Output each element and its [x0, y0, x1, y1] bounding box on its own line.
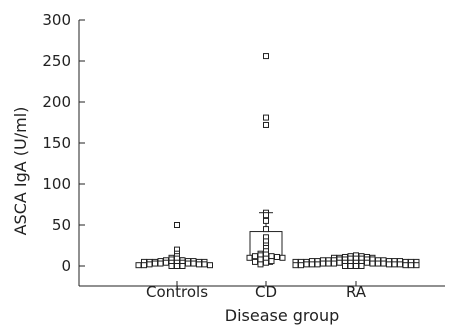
data-point: [342, 263, 348, 269]
data-point: [292, 262, 299, 269]
data-point: [263, 212, 269, 219]
x-tick-label: CD: [255, 283, 277, 301]
data-point: [207, 262, 213, 269]
data-point: [303, 261, 310, 268]
data-point: [314, 261, 321, 268]
data-point: [152, 260, 158, 267]
data-point: [386, 261, 392, 268]
data-point: [190, 260, 197, 267]
data-point: [309, 261, 315, 268]
x-axis-title: Disease group: [225, 306, 339, 325]
data-point: [257, 261, 264, 268]
data-point: [252, 253, 258, 260]
y-tick-label: 0: [61, 257, 71, 275]
data-point: [298, 262, 304, 269]
y-tick-label: 150: [42, 134, 71, 152]
data-point: [179, 263, 186, 269]
data-point: [268, 258, 275, 265]
data-point: [391, 261, 398, 268]
data-point: [325, 260, 332, 267]
data-point: [201, 261, 208, 268]
data-point: [413, 262, 420, 269]
data-point: [375, 260, 381, 267]
y-ticks: 0 50 100 150 200 250 300: [42, 11, 85, 275]
data-point: [263, 226, 269, 233]
data-point: [168, 263, 175, 269]
data-point: [146, 261, 153, 268]
data-point: [369, 260, 376, 267]
y-tick-label: 250: [42, 52, 71, 70]
data-point: [336, 259, 343, 266]
data-point: [263, 259, 269, 266]
data-point: [268, 253, 275, 260]
y-tick-label: 50: [52, 216, 71, 234]
data-point: [279, 254, 286, 261]
data-point: [135, 262, 142, 269]
data-point: [174, 263, 180, 269]
data-point: [397, 261, 403, 268]
data-point: [185, 260, 191, 267]
y-axis-title: ASCA IgA (U/ml): [11, 107, 30, 236]
data-point: [408, 262, 414, 269]
data-point: [246, 254, 253, 261]
axes: [78, 20, 445, 287]
data-point: [402, 262, 409, 269]
data-point: [353, 263, 359, 269]
data-point: [274, 253, 280, 260]
x-tick-label: RA: [346, 283, 367, 301]
data-point: [141, 262, 147, 269]
data-point: [358, 263, 365, 269]
points: [135, 53, 420, 269]
data-point: [320, 260, 326, 267]
data-point: [174, 222, 180, 228]
data-point: [347, 263, 354, 269]
data-point: [196, 261, 202, 268]
data-point: [263, 121, 269, 128]
x-tick-label: Controls: [146, 283, 208, 301]
data-point: [364, 259, 370, 266]
data-point: [163, 259, 169, 266]
data-point: [157, 260, 164, 267]
y-tick-label: 300: [42, 11, 71, 29]
y-tick-label: 200: [42, 93, 71, 111]
data-point: [263, 217, 269, 224]
x-ticks: Controls CD RA: [146, 281, 367, 301]
data-point: [380, 260, 387, 267]
data-point: [263, 53, 269, 60]
data-point: [263, 114, 269, 121]
y-tick-label: 100: [42, 175, 71, 193]
data-point: [252, 258, 258, 265]
data-point: [257, 256, 264, 263]
data-point: [331, 260, 337, 267]
